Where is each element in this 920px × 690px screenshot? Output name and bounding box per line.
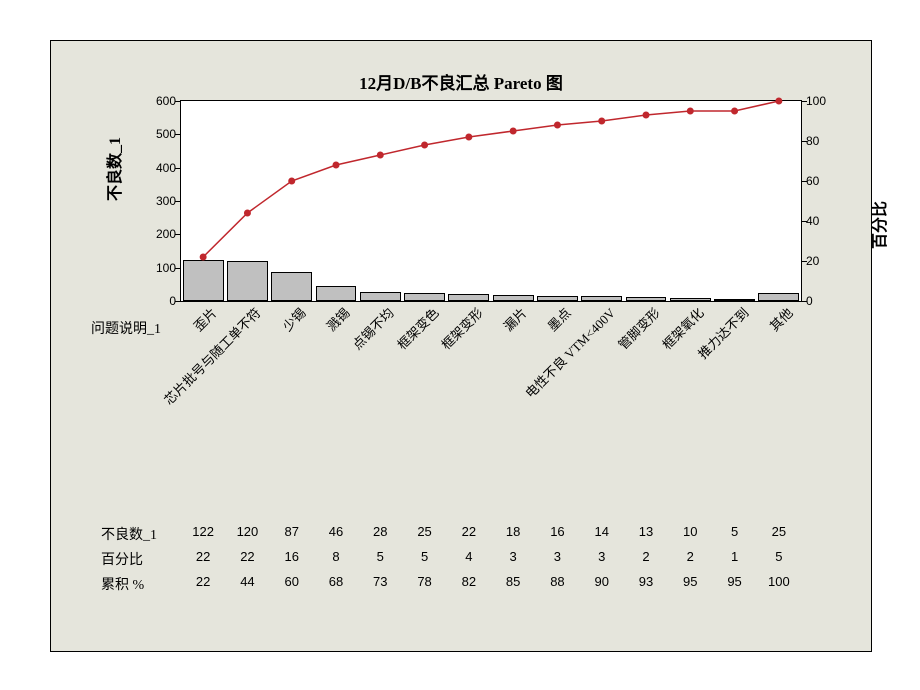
y-right-tick: 100 <box>806 94 846 108</box>
data-cell: 8 <box>314 549 358 564</box>
chart-title: 12月D/B不良汇总 Pareto 图 <box>51 69 871 94</box>
x-label: 问题说明_1 <box>91 318 161 338</box>
data-cell: 60 <box>270 574 314 589</box>
category-label: 管脚变形 <box>613 303 663 353</box>
row-label-counts: 不良数_1 <box>101 524 157 544</box>
y-right-tickmark <box>801 101 807 102</box>
y-left-tickmark <box>175 134 181 135</box>
image-root: 12月D/B不良汇总 Pareto 图 不良数_1 百分比 问题说明_1 歪片芯… <box>0 0 920 690</box>
y-left-tick: 500 <box>136 127 176 141</box>
category-label: 漏片 <box>499 303 531 335</box>
data-cell: 73 <box>358 574 402 589</box>
category-label: 少锡 <box>277 303 309 335</box>
category-label: 溅锡 <box>322 303 354 335</box>
data-cell: 2 <box>668 549 712 564</box>
data-cell: 16 <box>535 524 579 539</box>
y-left-tick: 300 <box>136 194 176 208</box>
data-cell: 46 <box>314 524 358 539</box>
y-right-tick: 40 <box>806 214 846 228</box>
y-right-tick: 20 <box>806 254 846 268</box>
data-cell: 3 <box>535 549 579 564</box>
y-right-tickmark <box>801 141 807 142</box>
data-cell: 22 <box>181 574 225 589</box>
y-right-tickmark <box>801 221 807 222</box>
data-cell: 100 <box>757 574 801 589</box>
category-label: 框架变形 <box>436 303 486 353</box>
data-cell: 16 <box>270 549 314 564</box>
data-cell: 5 <box>713 524 757 539</box>
category-label: 歪片 <box>189 303 221 335</box>
cumulative-line <box>181 101 801 301</box>
data-cell: 25 <box>403 524 447 539</box>
plot-area <box>181 101 801 301</box>
data-cell: 95 <box>668 574 712 589</box>
data-cell: 1 <box>713 549 757 564</box>
y-left-tickmark <box>175 101 181 102</box>
row-label-percent: 百分比 <box>101 549 143 569</box>
y-right-tickmark <box>801 301 807 302</box>
y-left-tickmark <box>175 301 181 302</box>
y-right-tickmark <box>801 261 807 262</box>
data-cell: 5 <box>358 549 402 564</box>
data-cell: 5 <box>757 549 801 564</box>
y-right-tick: 0 <box>806 294 846 308</box>
category-labels: 歪片芯片批号与随工单不符少锡溅锡点锡不均框架变色框架变形漏片墨点电性不良 VTM… <box>181 303 801 523</box>
y-right-label: 百分比 <box>866 201 890 249</box>
category-label: 墨点 <box>543 303 575 335</box>
data-cell: 5 <box>403 549 447 564</box>
data-cell: 22 <box>447 524 491 539</box>
y-left-tick: 200 <box>136 227 176 241</box>
data-cell: 88 <box>535 574 579 589</box>
data-cell: 122 <box>181 524 225 539</box>
data-cell: 85 <box>491 574 535 589</box>
data-cell: 3 <box>491 549 535 564</box>
y-left-tickmark <box>175 201 181 202</box>
data-cell: 13 <box>624 524 668 539</box>
y-left-label: 不良数_1 <box>101 137 125 201</box>
data-cell: 78 <box>403 574 447 589</box>
data-cell: 87 <box>270 524 314 539</box>
category-label: 框架变色 <box>392 303 442 353</box>
data-cell: 22 <box>181 549 225 564</box>
data-cell: 18 <box>491 524 535 539</box>
y-left-tickmark <box>175 168 181 169</box>
data-cell: 44 <box>225 574 269 589</box>
data-cell: 28 <box>358 524 402 539</box>
data-cell: 95 <box>713 574 757 589</box>
y-right-tickmark <box>801 181 807 182</box>
y-left-tick: 600 <box>136 94 176 108</box>
y-right-tick: 60 <box>806 174 846 188</box>
row-label-cumulative: 累积 % <box>101 574 144 594</box>
data-cell: 4 <box>447 549 491 564</box>
y-right-tick: 80 <box>806 134 846 148</box>
data-cell: 10 <box>668 524 712 539</box>
data-cell: 82 <box>447 574 491 589</box>
data-cell: 2 <box>624 549 668 564</box>
chart-panel: 12月D/B不良汇总 Pareto 图 不良数_1 百分比 问题说明_1 歪片芯… <box>50 40 872 652</box>
y-left-tick: 0 <box>136 294 176 308</box>
data-cell: 93 <box>624 574 668 589</box>
data-cell: 14 <box>580 524 624 539</box>
data-cell: 120 <box>225 524 269 539</box>
data-cell: 25 <box>757 524 801 539</box>
data-cell: 22 <box>225 549 269 564</box>
y-left-tick: 400 <box>136 161 176 175</box>
category-label: 其他 <box>764 303 796 335</box>
data-cell: 3 <box>580 549 624 564</box>
category-label: 点锡不均 <box>348 303 398 353</box>
data-cell: 68 <box>314 574 358 589</box>
y-left-tickmark <box>175 268 181 269</box>
y-left-tickmark <box>175 234 181 235</box>
data-cell: 90 <box>580 574 624 589</box>
y-left-tick: 100 <box>136 261 176 275</box>
